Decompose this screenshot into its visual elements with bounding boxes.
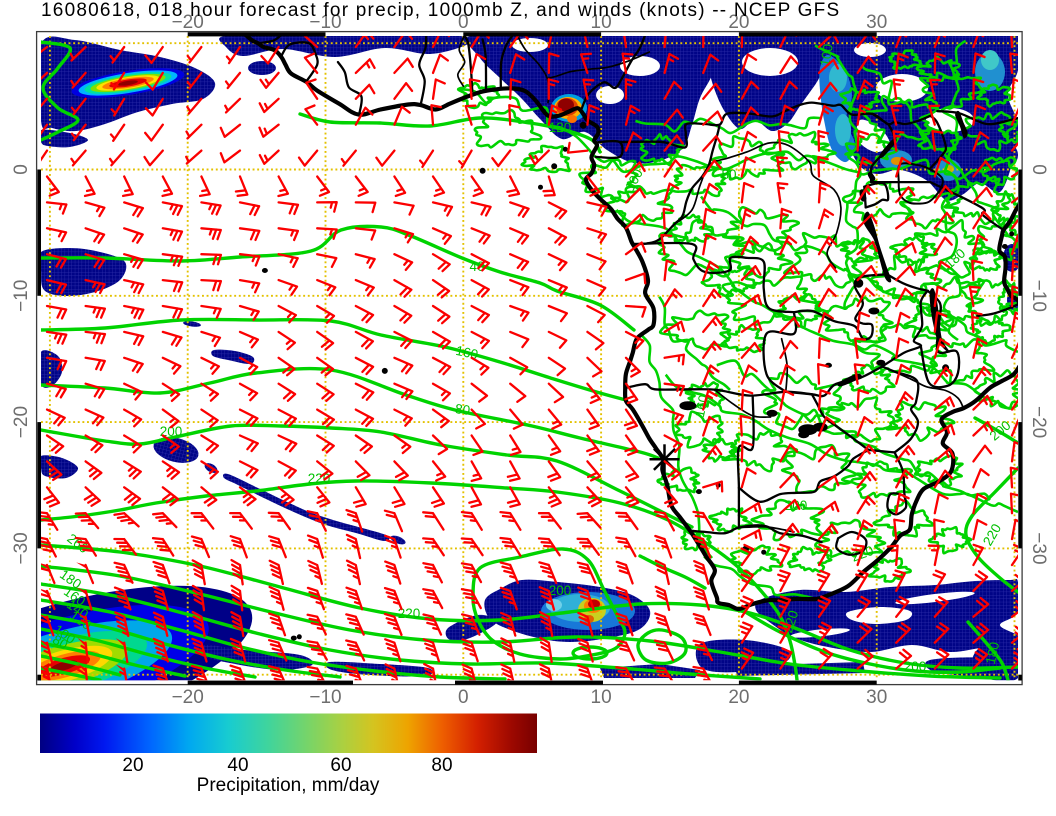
svg-text:0: 0: [458, 12, 469, 33]
svg-text:60: 60: [330, 755, 351, 776]
svg-text:−20: −20: [172, 687, 204, 708]
svg-text:−10: −10: [309, 12, 341, 33]
svg-text:20: 20: [728, 687, 749, 708]
svg-text:30: 30: [866, 12, 887, 33]
svg-text:120: 120: [549, 120, 572, 135]
svg-text:−10: −10: [11, 280, 32, 312]
svg-text:Precipitation, mm/day: Precipitation, mm/day: [197, 775, 380, 796]
svg-text:40: 40: [469, 259, 484, 274]
svg-text:10: 10: [591, 12, 612, 33]
svg-text:−10: −10: [1028, 280, 1049, 312]
svg-text:10: 10: [591, 687, 612, 708]
svg-text:80: 80: [454, 401, 471, 418]
svg-text:0: 0: [11, 164, 32, 175]
svg-text:20: 20: [728, 12, 749, 33]
svg-text:−20: −20: [11, 406, 32, 438]
svg-text:180: 180: [983, 640, 1002, 665]
svg-text:200: 200: [785, 498, 808, 513]
svg-text:0: 0: [458, 687, 469, 708]
svg-text:80: 80: [721, 167, 736, 182]
svg-text:80: 80: [431, 755, 452, 776]
svg-text:0: 0: [1028, 164, 1049, 175]
svg-text:200: 200: [904, 659, 927, 674]
svg-text:−20: −20: [172, 12, 204, 33]
svg-text:−30: −30: [11, 532, 32, 564]
svg-text:30: 30: [866, 687, 887, 708]
svg-text:200: 200: [160, 424, 183, 439]
svg-text:−10: −10: [309, 687, 341, 708]
svg-text:220: 220: [398, 606, 421, 621]
svg-text:200: 200: [549, 583, 572, 598]
svg-text:20: 20: [122, 755, 143, 776]
svg-text:80: 80: [50, 632, 71, 653]
svg-text:40: 40: [227, 755, 248, 776]
svg-text:−20: −20: [1028, 406, 1049, 438]
svg-text:−30: −30: [1028, 532, 1049, 564]
svg-text:16080618, 018 hour forecast fo: 16080618, 018 hour forecast for precip, …: [41, 0, 840, 21]
